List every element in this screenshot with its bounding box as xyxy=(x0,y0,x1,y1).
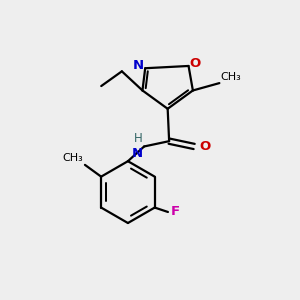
Text: H: H xyxy=(134,132,142,145)
Text: F: F xyxy=(171,206,180,218)
Text: O: O xyxy=(189,57,201,70)
Text: N: N xyxy=(133,59,144,72)
Text: N: N xyxy=(131,147,142,160)
Text: CH₃: CH₃ xyxy=(221,72,242,82)
Text: O: O xyxy=(200,140,211,153)
Text: CH₃: CH₃ xyxy=(63,153,83,164)
